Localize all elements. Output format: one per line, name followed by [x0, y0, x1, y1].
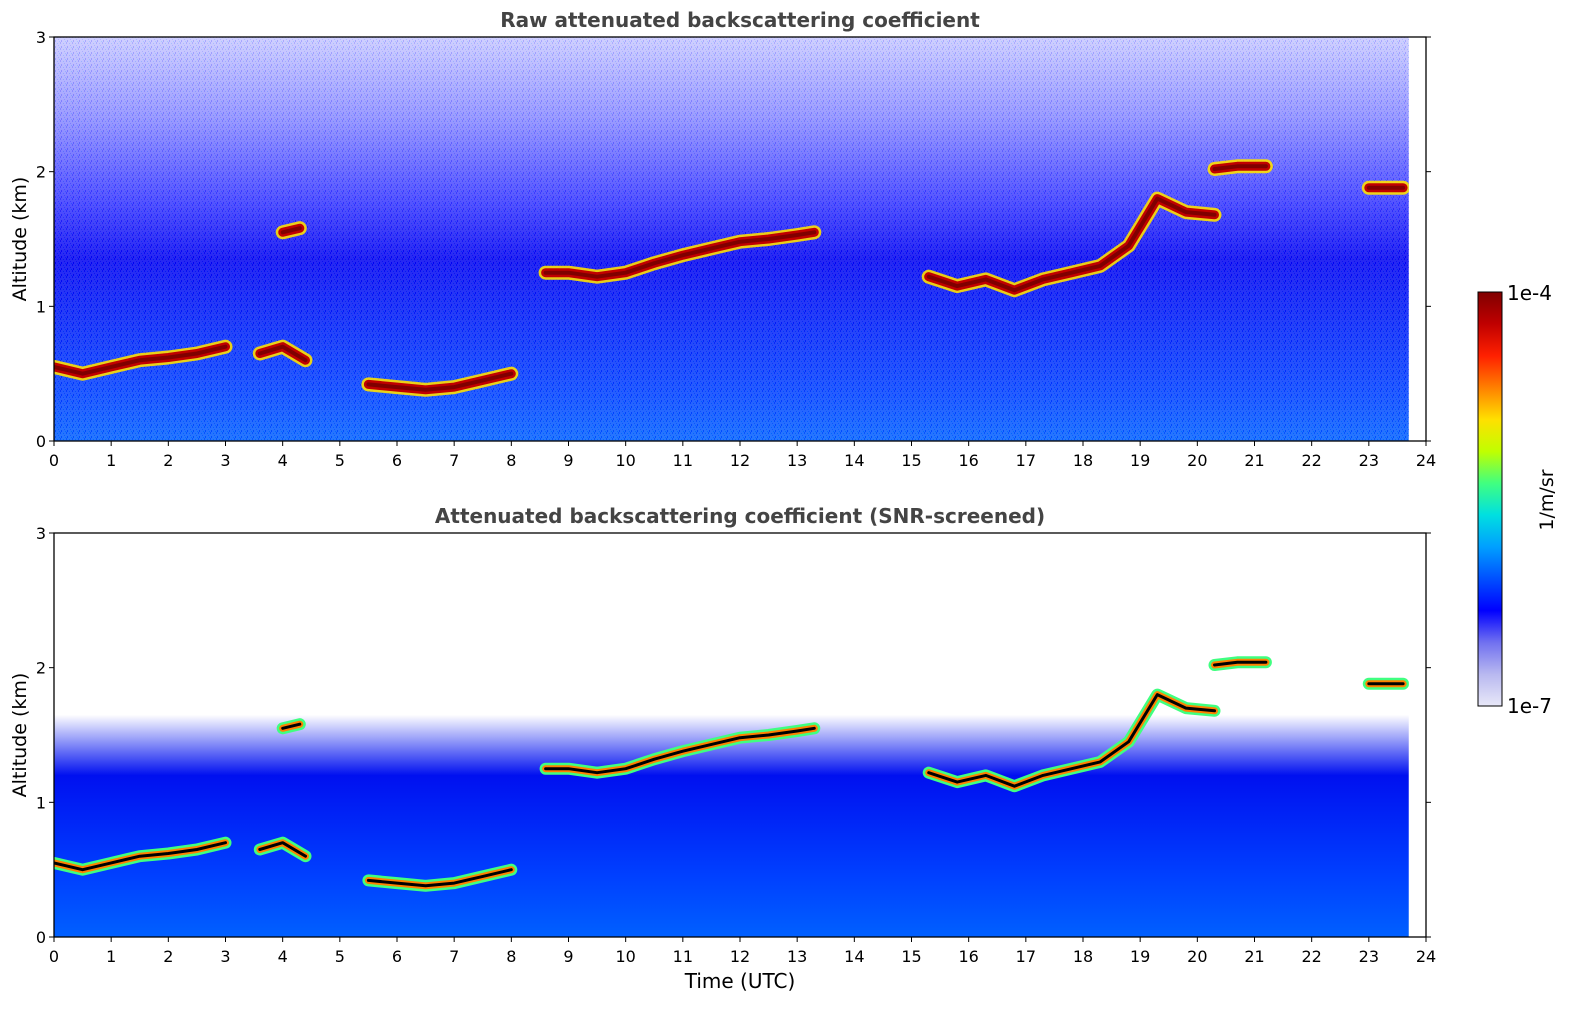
x-tick-label: 7	[449, 451, 459, 470]
y-tick-label: 0	[36, 928, 46, 947]
x-tick-label: 16	[958, 947, 978, 966]
colorbar-unit-label: 1/m/sr	[1536, 469, 1558, 530]
y-tick-label: 3	[36, 28, 46, 47]
y-tick-label: 2	[36, 659, 46, 678]
panel-raw-ylabel: Altitude (km)	[9, 177, 31, 302]
x-tick-label: 17	[1016, 451, 1036, 470]
panel-raw-title: Raw attenuated backscattering coefficien…	[500, 8, 980, 32]
cloud-layer-peak	[54, 841, 227, 872]
y-tick-label: 2	[36, 163, 46, 182]
panel-screened-title: Attenuated backscattering coefficient (S…	[435, 504, 1045, 528]
panel-raw-axes: 0 1 2 3 4 5 6 7 8 9 10 11 12 13 14 15 16 17 18 19 20 21 22 23 24…	[36, 28, 1436, 470]
y-tick-label: 0	[36, 432, 46, 451]
colorbar-min-label: 1e-7	[1507, 694, 1552, 718]
x-tick-label: 20	[1187, 947, 1207, 966]
colorbar-gradient	[1477, 291, 1503, 707]
panel-screened-axes: 0 1 2 3 4 5 6 7 8 9 10 11 12 13 14 15 16 17 18 19 20 21 22 23 24…	[36, 524, 1436, 966]
x-tick-label: 12	[730, 947, 750, 966]
x-tick-label: 11	[673, 451, 693, 470]
x-tick-label: 20	[1187, 451, 1207, 470]
x-tick-label: 16	[958, 451, 978, 470]
panel-screened-heatmap	[54, 533, 1409, 937]
x-tick-label: 18	[1073, 451, 1093, 470]
panel-raw: Raw attenuated backscattering coefficien…	[9, 8, 1436, 470]
x-tick-label: 17	[1016, 947, 1036, 966]
x-tick-label: 6	[392, 947, 402, 966]
x-tick-label: 4	[278, 451, 288, 470]
cloud-layer-peak	[1212, 164, 1268, 171]
cloud-layer-peak	[543, 230, 817, 279]
x-tick-label: 13	[787, 947, 807, 966]
x-tick-label: 21	[1244, 451, 1264, 470]
y-tick-label: 3	[36, 524, 46, 543]
x-tick-label: 15	[901, 451, 921, 470]
x-tick-label: 9	[563, 451, 573, 470]
x-tick-label: 14	[844, 451, 864, 470]
cloud-layer-peak	[257, 344, 308, 363]
colorbar-max-label: 1e-4	[1507, 281, 1552, 305]
x-tick-label: 10	[615, 947, 635, 966]
x-tick-label: 24	[1416, 451, 1436, 470]
x-tick-label: 7	[449, 947, 459, 966]
cloud-layer-peak	[280, 226, 302, 235]
x-tick-label: 15	[901, 947, 921, 966]
colorbar: 1e-4 1e-7 1/m/sr	[1477, 281, 1558, 718]
x-tick-label: 5	[335, 947, 345, 966]
x-tick-label: 23	[1359, 451, 1379, 470]
x-tick-label: 22	[1301, 451, 1321, 470]
x-tick-label: 13	[787, 451, 807, 470]
x-tick-label: 11	[673, 947, 693, 966]
x-tick-label: 0	[49, 947, 59, 966]
x-tick-label: 23	[1359, 947, 1379, 966]
x-tick-label: 19	[1130, 451, 1150, 470]
cloud-layer-peak	[366, 868, 513, 888]
x-tick-label: 9	[563, 947, 573, 966]
cloud-layer-peak	[366, 371, 514, 392]
cloud-layer-peak	[1213, 660, 1268, 667]
x-tick-label: 2	[163, 947, 173, 966]
x-tick-label: 14	[844, 947, 864, 966]
cloud-layer-peak	[281, 722, 302, 730]
x-tick-label: 18	[1073, 947, 1093, 966]
cloud-layer-peak	[54, 344, 228, 376]
x-tick-label: 6	[392, 451, 402, 470]
x-tick-label: 8	[506, 947, 516, 966]
x-tick-label: 3	[220, 947, 230, 966]
panel-raw-heatmap	[54, 37, 1409, 441]
y-tick-label: 1	[36, 297, 46, 316]
x-tick-label: 12	[730, 451, 750, 470]
x-tick-label: 1	[106, 451, 116, 470]
x-tick-label: 3	[220, 451, 230, 470]
x-tick-label: 19	[1130, 947, 1150, 966]
y-tick-label: 1	[36, 793, 46, 812]
x-tick-label: 21	[1244, 947, 1264, 966]
panel-screened: Attenuated backscattering coefficient (S…	[9, 504, 1436, 993]
x-tick-label: 4	[278, 947, 288, 966]
x-tick-label: 2	[163, 451, 173, 470]
x-tick-label: 1	[106, 947, 116, 966]
cloud-layer-peak	[926, 196, 1217, 293]
x-tick-label: 5	[335, 451, 345, 470]
x-tick-label: 24	[1416, 947, 1436, 966]
x-tick-label: 22	[1301, 947, 1321, 966]
x-tick-label: 10	[615, 451, 635, 470]
x-tick-label: 0	[49, 451, 59, 470]
cloud-layer-peak	[258, 841, 307, 858]
panel-screened-ylabel: Altitude (km)	[9, 673, 31, 798]
panel-screened-xlabel: Time (UTC)	[684, 969, 796, 993]
x-tick-label: 8	[506, 451, 516, 470]
cloud-layer-peak	[927, 693, 1216, 788]
cloud-layer-peak	[544, 726, 816, 775]
